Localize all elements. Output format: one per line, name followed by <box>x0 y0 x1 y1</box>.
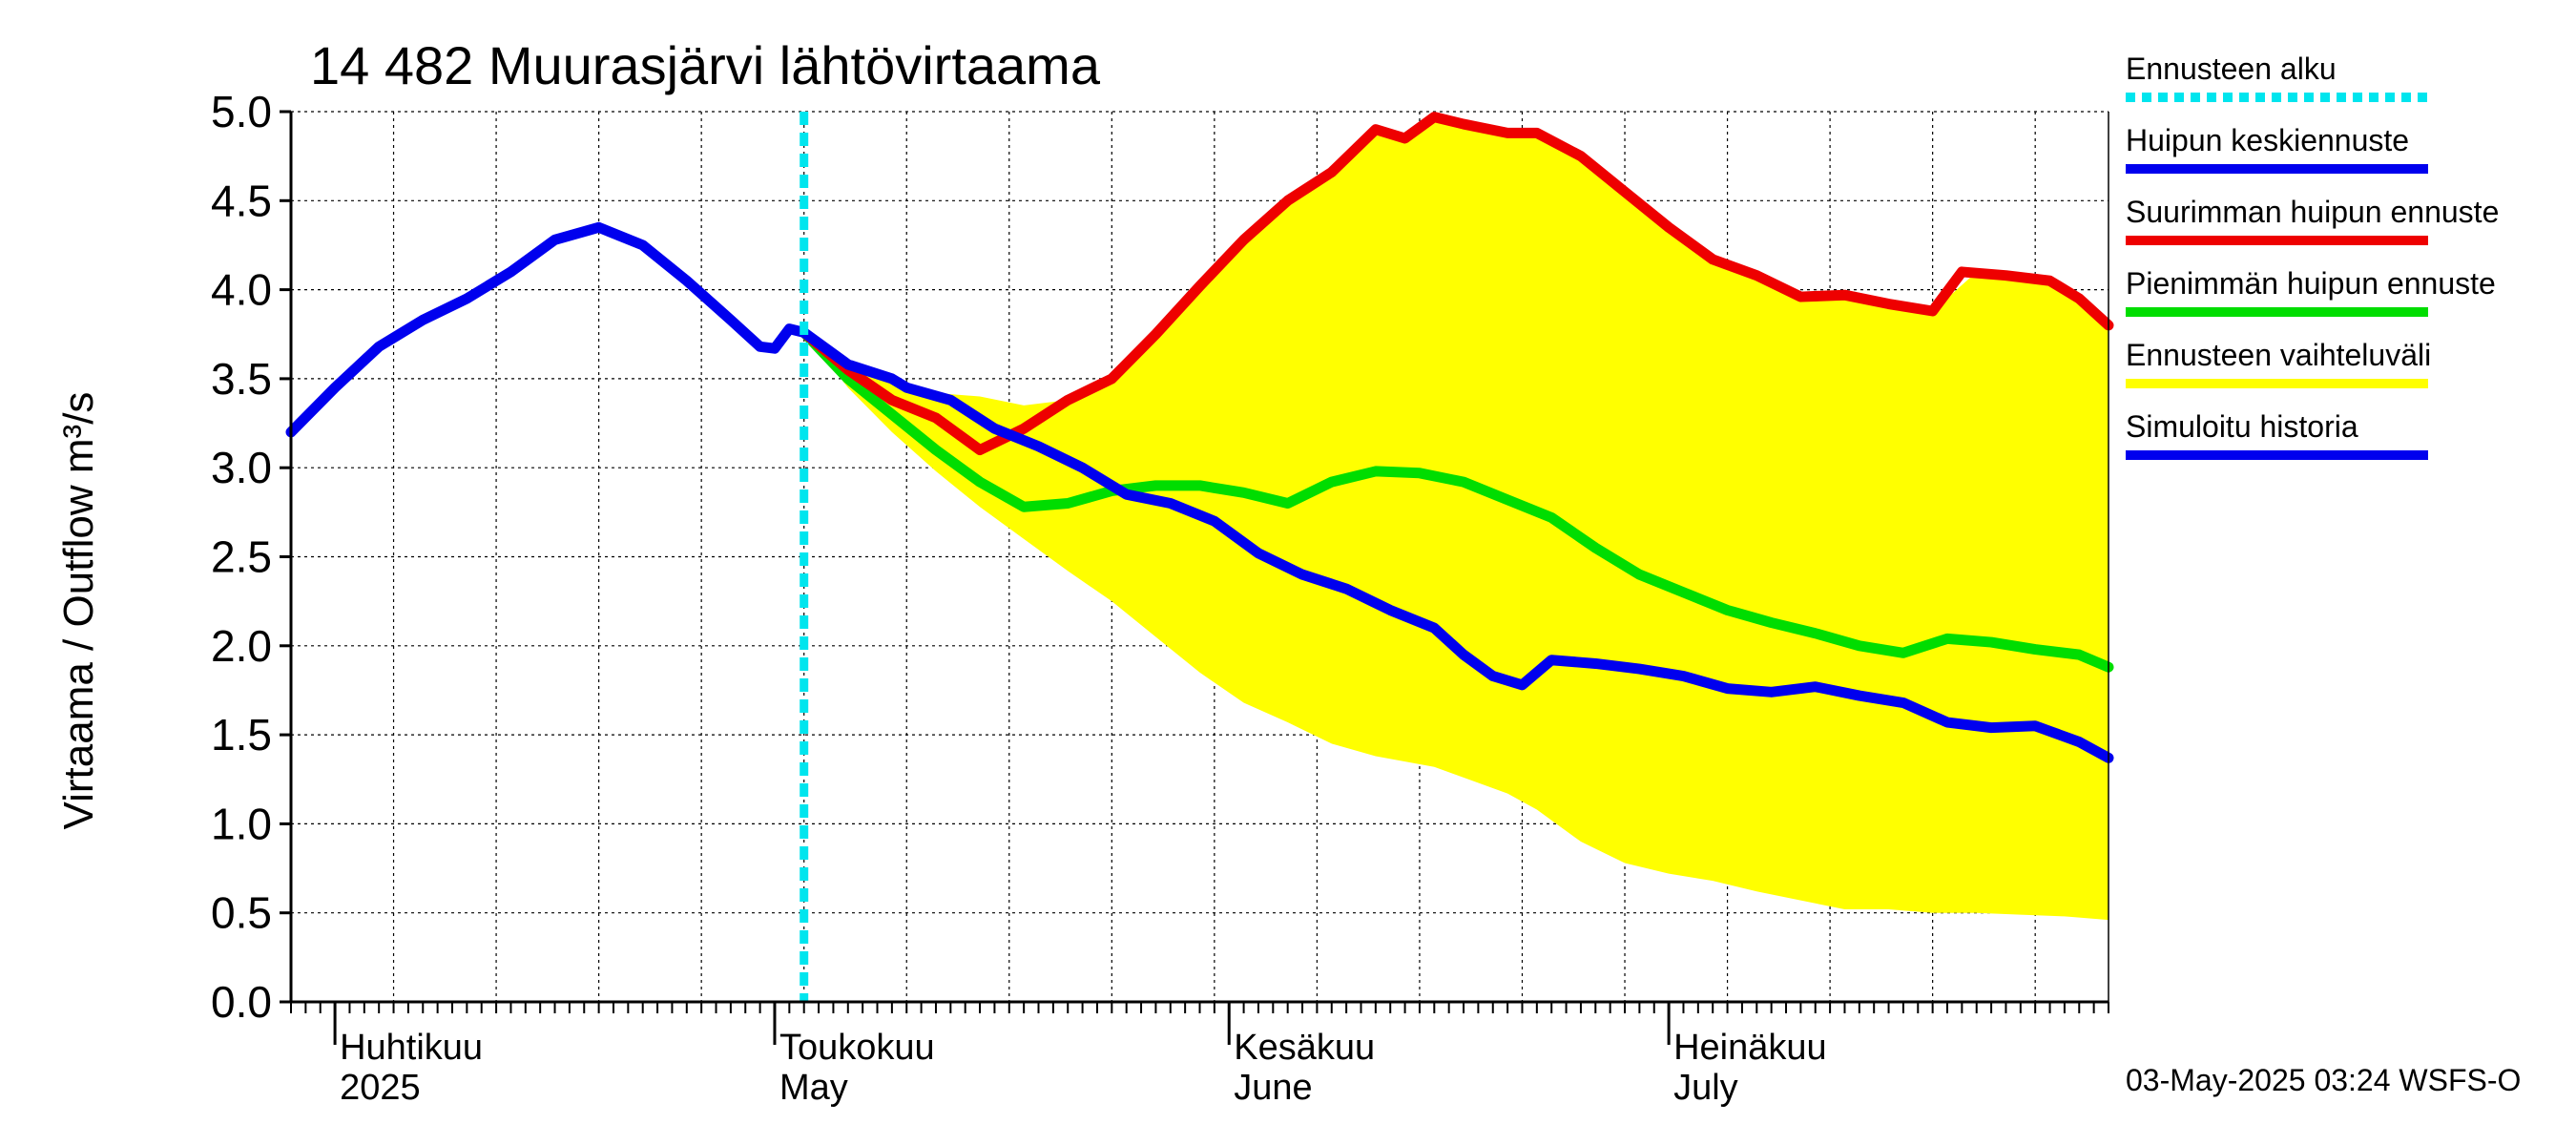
legend-label: Suurimman huipun ennuste <box>2126 195 2499 229</box>
mean-forecast-line <box>799 326 2114 763</box>
y-tick-label: 2.5 <box>211 532 272 582</box>
month-label-fi: Huhtikuu <box>340 1028 483 1068</box>
y-tick-label: 3.5 <box>211 354 272 404</box>
series-lines <box>285 112 2114 1002</box>
y-tick-label: 1.0 <box>211 799 272 848</box>
y-tick-labels: 0.0 0.5 1.0 1.5 2.0 2.5 3.0 3.5 4.0 4.5 5.0 <box>211 87 272 1027</box>
month-label-fi: Heinäkuu <box>1673 1028 1827 1068</box>
simulated-history-line <box>285 221 810 438</box>
legend: Ennusteen alku Huipun keskiennuste Suurimm… <box>2126 52 2499 460</box>
y-tick-label: 3.0 <box>211 443 272 492</box>
timestamp: 03-May-2025 03:24 WSFS-O <box>2126 1063 2521 1097</box>
forecast-band <box>803 116 2109 921</box>
y-tick-label: 0.5 <box>211 888 272 938</box>
y-tick-label: 4.5 <box>211 176 272 225</box>
y-tick-label: 2.0 <box>211 621 272 671</box>
forecast-range-band <box>803 116 2109 921</box>
y-tick-label: 1.5 <box>211 710 272 760</box>
min-forecast-line <box>799 326 2114 673</box>
max-forecast-line <box>799 112 2114 456</box>
month-label-fi: Toukokuu <box>779 1028 935 1068</box>
y-axis-label: Virtaama / Outflow m³/s <box>55 392 102 830</box>
chart-title: 14 482 Muurasjärvi lähtövirtaama <box>310 35 1101 95</box>
y-tick-label: 5.0 <box>211 87 272 136</box>
legend-label: Ennusteen alku <box>2126 52 2337 86</box>
legend-label: Simuloitu historia <box>2126 409 2358 444</box>
axes <box>280 110 2109 1045</box>
legend-label: Huipun keskiennuste <box>2126 123 2409 157</box>
month-label-en: May <box>779 1068 848 1108</box>
month-label-en: June <box>1234 1068 1312 1108</box>
legend-label: Ennusteen vaihteluväli <box>2126 338 2431 372</box>
month-label-en: 2025 <box>340 1068 421 1108</box>
month-label-en: July <box>1673 1068 1738 1108</box>
y-tick-label: 4.0 <box>211 265 272 315</box>
legend-label: Pienimmän huipun ennuste <box>2126 266 2496 301</box>
month-label-fi: Kesäkuu <box>1234 1028 1375 1068</box>
y-tick-label: 0.0 <box>211 977 272 1027</box>
